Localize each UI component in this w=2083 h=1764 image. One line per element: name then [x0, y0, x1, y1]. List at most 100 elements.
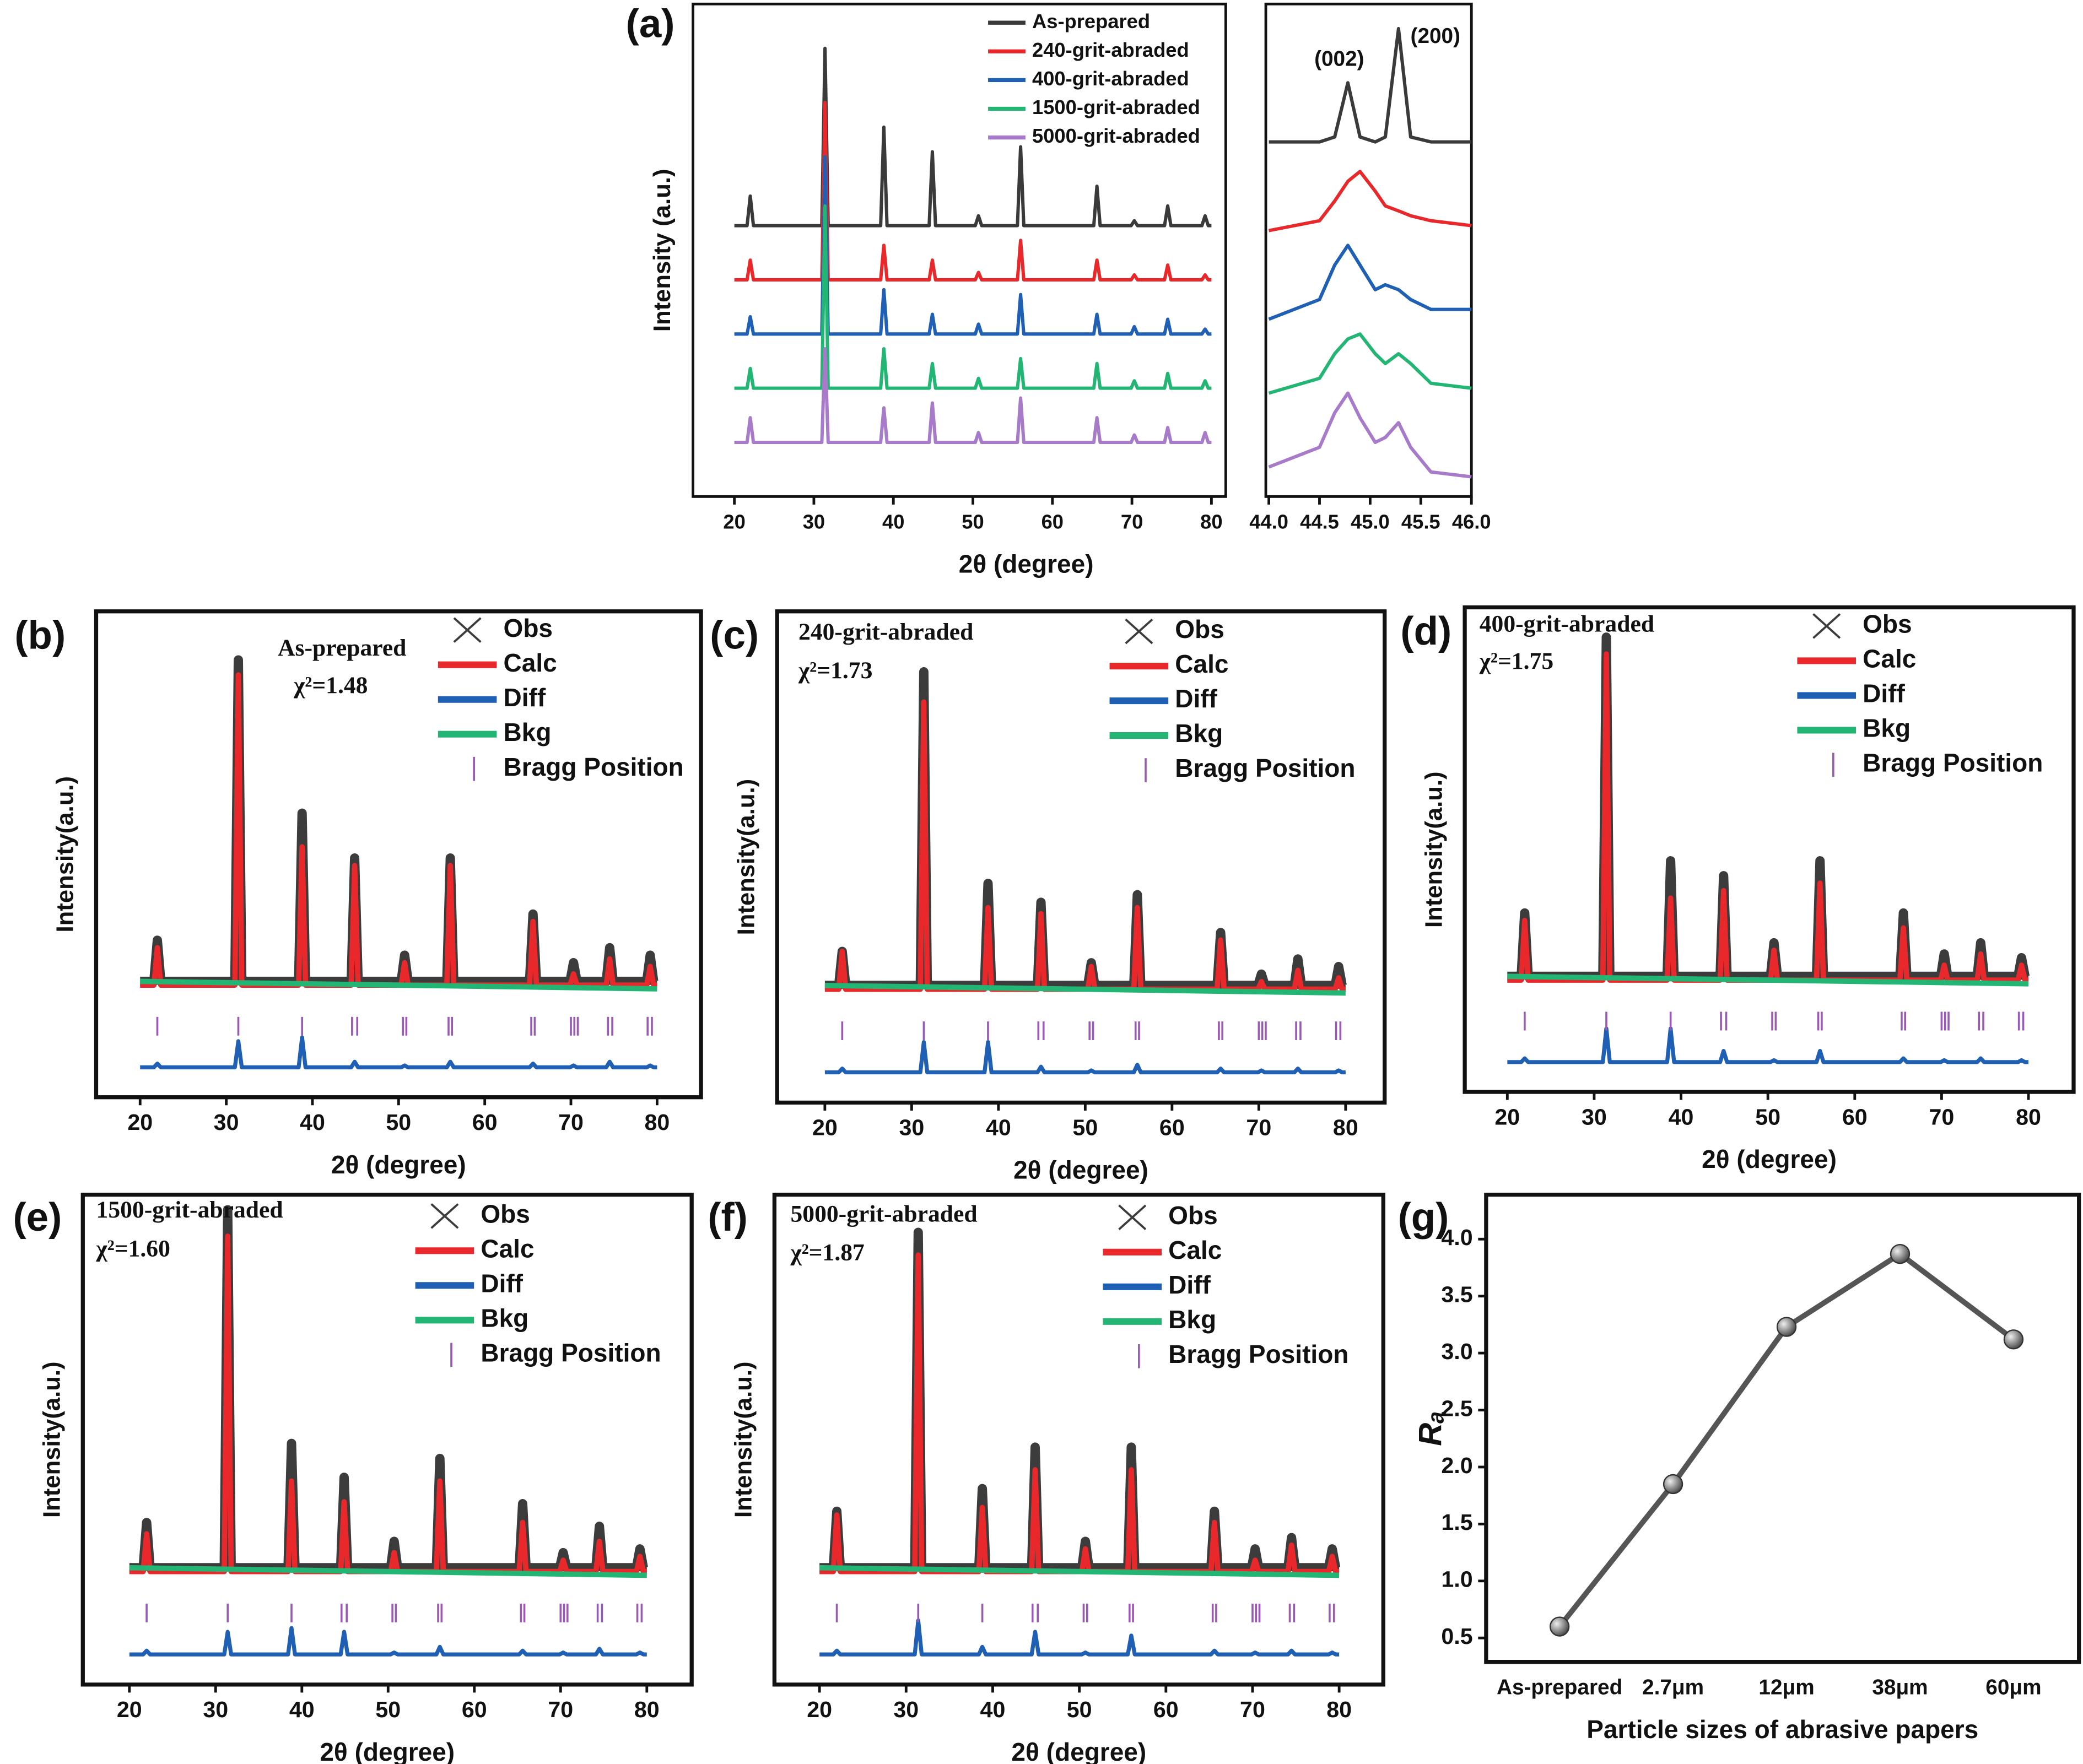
x-tick-label: 2.7μm — [1642, 1675, 1704, 1699]
x-tick-label: 50 — [962, 510, 984, 533]
y-axis-label: Intensity (a.u.) — [649, 169, 676, 332]
x-tick-label: 60 — [1159, 1115, 1185, 1140]
legend-label: Obs — [481, 1200, 530, 1229]
x-tick-label: 30 — [899, 1115, 924, 1140]
legend-label: Bkg — [481, 1304, 528, 1333]
panel-label: (g) — [1398, 1195, 1449, 1240]
plot-frame — [80, 1192, 694, 1687]
x-tick-label: 30 — [214, 1110, 239, 1135]
xrd-line — [734, 101, 1212, 282]
x-tick-label: 30 — [893, 1697, 919, 1722]
legend-label: Diff — [481, 1269, 523, 1298]
legend-label: Bragg Position — [1863, 749, 2043, 777]
legend-marker — [1125, 618, 1153, 645]
legend-label: Obs — [504, 614, 553, 642]
x-tick-label: 40 — [882, 510, 904, 533]
x-tick-label: 30 — [803, 510, 825, 533]
peak-label: (200) — [1411, 24, 1460, 48]
x-tick-label: 30 — [1582, 1104, 1607, 1129]
x-tick-label: 40 — [980, 1697, 1006, 1722]
x-tick-label: 50 — [1072, 1115, 1098, 1140]
pattern-diff — [819, 1618, 1340, 1657]
panel-label: (f) — [708, 1195, 748, 1240]
y-tick-label: 2.0 — [1441, 1453, 1472, 1478]
x-tick-label: 12μm — [1758, 1675, 1814, 1699]
xrd-line — [1269, 170, 1472, 232]
pattern-calc — [1507, 651, 2029, 983]
x-axis-label: 2θ (degree) — [320, 1738, 455, 1764]
xrd-line — [734, 46, 1212, 228]
x-tick-label: 60 — [1042, 510, 1064, 533]
legend-marker — [453, 617, 482, 643]
pattern-calc — [824, 699, 1346, 992]
legend-marker — [1118, 1204, 1147, 1231]
legend-label: Bkg — [504, 718, 552, 746]
x-tick-label: 46.0 — [1452, 510, 1491, 533]
x-tick-label: 20 — [117, 1697, 142, 1722]
x-tick-label: 60 — [462, 1697, 487, 1722]
x-tick-label: 50 — [375, 1697, 401, 1722]
annotation: χ²=1.60 — [96, 1235, 170, 1262]
pattern-calc — [140, 672, 657, 988]
pattern-bkg — [1507, 973, 2029, 987]
x-tick-label: 40 — [300, 1110, 325, 1135]
pattern-bkg — [129, 1565, 647, 1578]
plot-frame — [772, 1192, 1385, 1687]
legend-label: Obs — [1863, 610, 1912, 638]
legend-label: Diff — [504, 683, 546, 712]
ra-line — [1557, 1251, 2015, 1628]
legend-label: Diff — [1168, 1270, 1211, 1299]
y-tick-label: 3.5 — [1441, 1282, 1472, 1307]
annotation: χ²=1.87 — [790, 1240, 864, 1266]
legend-label: 240-grit-abraded — [1032, 39, 1189, 61]
annotation: 1500-grit-abraded — [96, 1197, 283, 1223]
x-axis-label: 2θ (degree) — [1702, 1145, 1837, 1173]
y-axis-label: Intensity(a.u.) — [1421, 772, 1447, 928]
annotation: 5000-grit-abraded — [790, 1200, 977, 1227]
plot-frame — [1264, 2, 1473, 498]
x-tick-label: 40 — [986, 1115, 1011, 1140]
legend-label: Calc — [1168, 1236, 1222, 1264]
xrd-line — [1268, 332, 1472, 395]
x-tick-label: 45.0 — [1351, 510, 1390, 533]
pattern-diff — [140, 1035, 657, 1070]
legend-label: Obs — [1175, 615, 1224, 643]
ra-point — [1776, 1317, 1797, 1337]
x-tick-label: 40 — [1669, 1104, 1694, 1129]
annotation: 240-grit-abraded — [798, 619, 973, 645]
pattern-obs — [1507, 632, 2030, 981]
xrd-line — [734, 347, 1212, 445]
panel-label: (d) — [1400, 609, 1451, 653]
x-tick-label: 80 — [1200, 510, 1222, 533]
x-tick-label: 38μm — [1872, 1675, 1928, 1699]
xrd-line — [734, 204, 1212, 390]
legend-label: Bkg — [1863, 714, 1911, 743]
annotation: χ²=1.73 — [798, 657, 872, 684]
x-tick-label: 20 — [807, 1697, 832, 1722]
x-tick-label: 50 — [1067, 1697, 1092, 1722]
y-tick-label: 1.5 — [1441, 1509, 1472, 1535]
pattern-diff — [129, 1626, 647, 1657]
legend-label: Bragg Position — [481, 1339, 661, 1367]
annotation: χ²=1.48 — [293, 672, 368, 699]
plot-frame — [1484, 1192, 2081, 1664]
x-tick-label: 70 — [1240, 1697, 1265, 1722]
x-tick-label: 60μm — [1985, 1675, 2041, 1699]
y-axis-label: Intensity(a.u.) — [52, 776, 79, 932]
annotation: χ²=1.75 — [1479, 648, 1553, 674]
pattern-bkg — [819, 1565, 1340, 1578]
y-axis-label: Rₐ — [1412, 1410, 1448, 1446]
xrd-line — [1268, 391, 1472, 479]
plot-frame — [692, 2, 1227, 498]
x-tick-label: 44.5 — [1300, 510, 1339, 533]
legend-label: Bragg Position — [1168, 1340, 1348, 1368]
legend-label: 1500-grit-abraded — [1032, 96, 1200, 118]
x-tick-label: 80 — [1326, 1697, 1352, 1722]
x-axis-label: 2θ (degree) — [1011, 1738, 1146, 1764]
x-tick-label: 44.0 — [1249, 510, 1288, 533]
pattern-calc — [819, 1252, 1340, 1574]
legend-label: Diff — [1863, 679, 1905, 708]
x-tick-label: 20 — [723, 510, 745, 533]
